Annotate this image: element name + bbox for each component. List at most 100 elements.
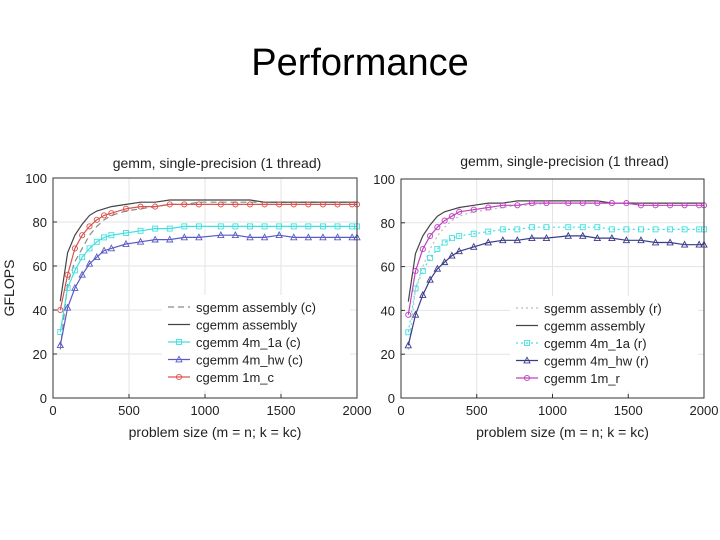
data-point [57,306,64,314]
data-point [419,268,426,274]
data-point [652,226,659,233]
data-point [484,238,493,246]
data-point [419,290,427,298]
y-tick-label: 100 [25,171,47,186]
y-tick-label: 100 [373,172,395,187]
legend-label: cgemm 1m_r [544,371,621,386]
data-point [275,231,283,239]
legend-label: cgemm 1m_c [196,370,275,385]
data-point [623,226,630,233]
data-point [608,226,615,233]
data-point [579,231,587,239]
data-point [434,246,441,253]
y-tick-label: 0 [388,391,395,406]
data-point [56,341,65,349]
data-point [440,258,449,266]
data-point [246,201,254,208]
data-point [565,200,572,207]
x-tick-label: 500 [118,403,140,418]
legend-box [510,296,698,392]
data-point [195,223,202,230]
x-tick-label: 1000 [191,403,220,418]
y-tick-label: 80 [33,215,47,230]
data-point [622,236,631,244]
data-point [666,238,674,246]
legend-label: cgemm 4m_hw (c) [196,353,303,368]
data-point [166,225,173,232]
data-point [304,233,313,241]
data-point [455,247,463,255]
data-point [514,226,521,233]
data-point [100,246,108,254]
data-point [695,240,703,248]
y-tick-label: 60 [381,260,395,275]
legend-box [162,295,350,391]
data-point [180,233,189,241]
data-point [71,283,79,291]
data-point [579,200,586,207]
data-point [108,210,115,217]
data-point [564,231,573,239]
data-point [261,201,268,208]
data-point [542,233,551,241]
data-point [448,251,456,259]
data-point [108,232,115,239]
legend-label: sgemm assembly (r) [544,301,662,316]
data-point [469,242,478,250]
y-tick-label: 20 [381,347,395,362]
data-point [680,240,689,248]
data-point [232,201,239,208]
data-point [485,204,492,211]
data-point [151,235,159,243]
data-point [404,341,413,349]
x-tick-label: 1500 [614,403,643,418]
data-point [528,233,536,241]
data-point [78,270,86,278]
data-point [448,235,455,242]
data-point [246,233,254,241]
data-point [594,224,601,231]
y-tick-label: 40 [33,303,47,318]
data-point [71,245,78,252]
data-point [334,223,341,230]
series-line-4 [407,235,704,346]
data-point [217,223,224,230]
data-point [667,226,674,233]
data-point [85,259,94,267]
data-point [579,224,586,231]
data-point [456,232,463,239]
y-tick-label: 0 [40,391,47,406]
chart-1: 0 500 1000 1500 2000 0 20 40 60 80 100 gemm, single… [1,155,371,440]
data-point [136,237,145,245]
legend-marker [175,373,183,381]
data-point [101,212,108,219]
data-point [651,238,660,246]
data-point [499,236,507,244]
data-point [195,201,202,208]
data-point [232,223,239,230]
data-point [637,236,645,244]
data-point [93,253,101,261]
x-axis-label: problem size (m = n; k = kc) [476,424,649,440]
data-point [320,223,326,230]
y-tick-label: 40 [381,303,395,318]
data-point [433,264,442,272]
data-point [305,223,312,230]
data-point [593,233,602,241]
data-point [470,206,477,213]
data-point [514,202,521,209]
data-point [181,223,188,230]
data-point [217,201,224,208]
data-point [319,233,327,241]
data-point [231,231,240,239]
data-point [419,246,426,253]
data-point [247,223,253,230]
data-point [101,234,108,241]
data-point [456,208,463,215]
series-line-5 [407,202,704,315]
data-point [79,232,86,239]
legend-marker [176,339,182,345]
data-point [305,201,312,208]
data-point [543,200,550,207]
